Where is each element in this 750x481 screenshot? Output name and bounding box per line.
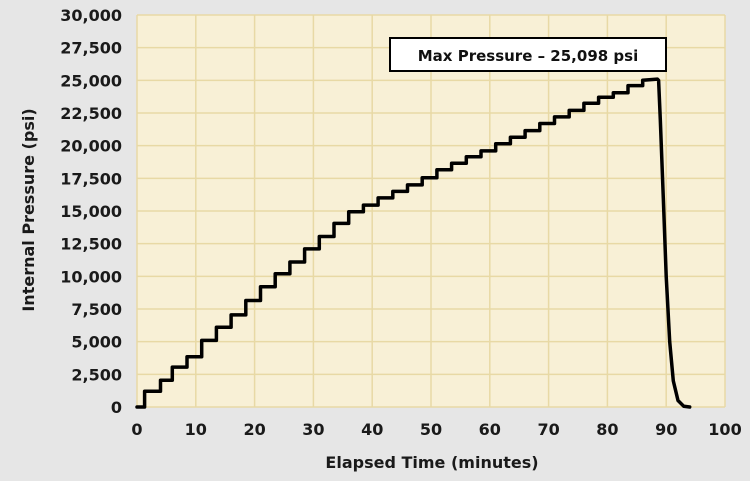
annotation-box xyxy=(389,37,667,72)
x-tick-label: 90 xyxy=(655,420,677,439)
x-tick-label: 100 xyxy=(708,420,741,439)
x-tick-label: 30 xyxy=(302,420,324,439)
x-tick-label: 50 xyxy=(420,420,442,439)
x-tick-label: 10 xyxy=(185,420,207,439)
x-tick-label: 70 xyxy=(537,420,559,439)
y-tick-label: 10,000 xyxy=(60,267,122,286)
y-tick-label: 7,500 xyxy=(71,300,122,319)
y-tick-label: 30,000 xyxy=(60,6,122,25)
y-tick-label: 15,000 xyxy=(60,202,122,221)
y-tick-label: 2,500 xyxy=(71,365,122,384)
x-tick-label: 80 xyxy=(596,420,618,439)
y-tick-label: 5,000 xyxy=(71,333,122,352)
y-tick-label: 25,000 xyxy=(60,71,122,90)
x-axis-title: Elapsed Time (minutes) xyxy=(325,453,538,472)
y-tick-label: 12,500 xyxy=(60,235,122,254)
annotation-text: Max Pressure – 25,098 psi xyxy=(418,47,638,65)
x-tick-label: 60 xyxy=(479,420,501,439)
pressure-line xyxy=(135,77,692,409)
y-axis-title: Internal Pressure (psi) xyxy=(19,108,38,311)
y-tick-label: 27,500 xyxy=(60,39,122,58)
y-tick-label: 20,000 xyxy=(60,137,122,156)
y-tick-label: 0 xyxy=(111,398,122,417)
y-tick-label: 17,500 xyxy=(60,169,122,188)
y-tick-label: 22,500 xyxy=(60,104,122,123)
x-tick-label: 20 xyxy=(243,420,265,439)
x-tick-label: 40 xyxy=(361,420,383,439)
x-tick-label: 0 xyxy=(131,420,142,439)
